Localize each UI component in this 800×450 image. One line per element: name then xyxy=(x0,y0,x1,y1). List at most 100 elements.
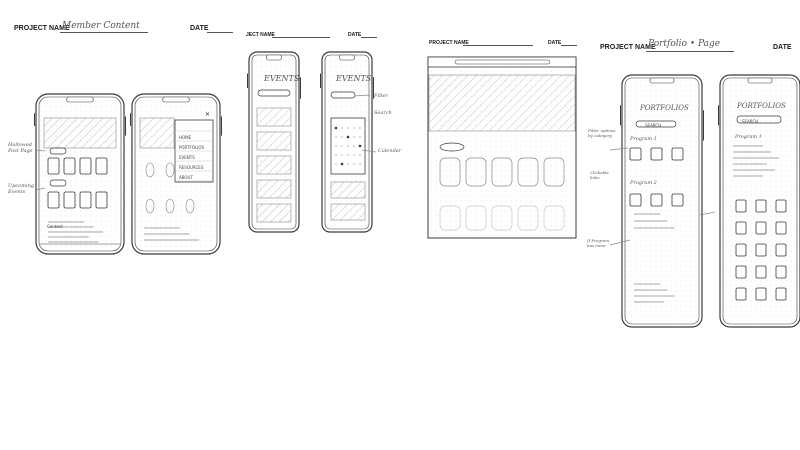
sheet3-card-faint xyxy=(543,205,565,231)
sheet3-filter-pill xyxy=(439,142,465,152)
sheet2-phone-a-search xyxy=(257,89,291,97)
sheet2-phone-b-calendar-day xyxy=(347,154,349,156)
sheet2-date-underline xyxy=(361,37,377,38)
sheet2-phone-a-event-card xyxy=(256,155,292,175)
sheet4-date-label: DATE xyxy=(773,44,792,51)
sheet4-note-filter: Filter options by category xyxy=(588,128,616,138)
sheet1-menu-item-events: EVENTS xyxy=(179,155,195,160)
sheet4-phone-a-notch xyxy=(649,77,675,84)
sheet2-phone-b-calendar-day xyxy=(359,136,361,138)
sheet4-phone-b-grid-row-tile xyxy=(735,243,747,257)
sheet4-connector xyxy=(699,211,716,216)
sheet4-phone-b-grid-row-tile xyxy=(735,199,747,213)
sheet4-note-links: Clickable links xyxy=(590,170,609,180)
sheet4-screen-title-a: PORTFOLIOS xyxy=(640,104,689,112)
sheet4-section-a: Program 1 xyxy=(630,136,657,142)
sheet2-phone-b-calendar-day xyxy=(346,135,350,139)
sheet4-section-b: Program 2 xyxy=(630,180,657,186)
sheet1-project-underline xyxy=(60,32,148,33)
sheet3-card xyxy=(517,157,539,187)
sheet1-phone-b-ghost-tile xyxy=(145,162,155,178)
sheet1-phone-a-row2-tile xyxy=(63,191,76,209)
sheet4-phone-b-grid-row-tile xyxy=(755,221,767,235)
sheet2-phone-b-calendar-day xyxy=(334,126,338,130)
sheet4-phone-a-frame xyxy=(621,74,703,328)
sheet1-project-label: PROJECT NAME xyxy=(14,25,70,32)
sheet1-phone-b-hero xyxy=(139,117,175,149)
sheet2-phone-b-calendar-day xyxy=(341,145,343,147)
sheet1-arrow-upcoming xyxy=(35,187,46,191)
sheet4-search-b: SEARCH xyxy=(742,119,759,124)
sheet1-phone-b-ghost-tile xyxy=(145,198,155,214)
sheet2-phone-b-notch xyxy=(339,54,355,61)
sheet1-phone-a-row1-tile xyxy=(63,157,76,175)
sheet2-phone-b-calendar-day xyxy=(341,127,343,129)
sheet2-phone-a-notch xyxy=(266,54,282,61)
sheet1-note-hallowed: Hallowed Post Page xyxy=(8,142,33,154)
sheet2-screen-title-b: EVENTS xyxy=(336,74,372,83)
sheet4-phone-a-program1-tile xyxy=(671,147,684,161)
sheet3-card-faint xyxy=(517,205,539,231)
sheet2-phone-b-calendar-day xyxy=(347,145,349,147)
sheet1-phone-a-row1-tile xyxy=(47,157,60,175)
sheet2-phone-b-calendar-day xyxy=(340,162,344,166)
sheet1-menu-item-about: ABOUT xyxy=(179,175,193,180)
sheet2-phone-b-calendar-day xyxy=(341,136,343,138)
sheet1-content-label: Content xyxy=(47,224,63,229)
sheet2-phone-a-event-card xyxy=(256,179,292,199)
sheet3-date-underline xyxy=(561,45,577,46)
sheet1-menu-item-home: HOME xyxy=(179,135,192,140)
sheet2-phone-b-calendar-day xyxy=(347,127,349,129)
sheet3-project-underline xyxy=(463,45,533,46)
sheet2-phone-b-frame xyxy=(321,51,373,233)
sheet4-phone-b-grid-row-tile xyxy=(735,265,747,279)
sheet2-phone-b-calendar-day xyxy=(353,154,355,156)
sheet2-project-label: JECT NAME xyxy=(246,32,275,38)
sheet1-phone-b-ghost-tile xyxy=(185,198,195,214)
sheet4-phone-b-grid-row-tile xyxy=(775,221,787,235)
sheet1-project-value: Member Content xyxy=(62,21,140,31)
sheet4-phone-b-grid-row-tile xyxy=(755,287,767,301)
sheet2-phone-b-filter xyxy=(330,91,356,99)
sheet3-card xyxy=(543,157,565,187)
sheet4-phone-a-program2-tile xyxy=(650,193,663,207)
sheet2-phone-b-calendar-day xyxy=(353,127,355,129)
sheet2-phone-a-event-card xyxy=(256,107,292,127)
sheet4-arrow-filter xyxy=(609,147,629,151)
sheet1-phone-a-row2-tile xyxy=(95,191,108,209)
sheet2-phone-b-calendar-day xyxy=(359,127,361,129)
sheet3-card xyxy=(439,157,461,187)
sheet4-note-program: If Program has more xyxy=(587,238,609,248)
sheet2-phone-b-event-card xyxy=(330,203,366,221)
sheet3-card-faint xyxy=(465,205,487,231)
sheet2-phone-a-event-card xyxy=(256,203,292,223)
sheet2-phone-a-event-card xyxy=(256,131,292,151)
sheet1-phone-b-frame xyxy=(131,93,221,255)
sheet2-screen-title-a: EVENTS xyxy=(264,74,300,83)
sheet1-phone-a-pill2 xyxy=(49,179,67,187)
sheet4-phone-a-program1-tile xyxy=(629,147,642,161)
sheet4-phone-b-grid-row-tile xyxy=(775,287,787,301)
sheet4-phone-b-grid-row-tile xyxy=(755,243,767,257)
sheet4-phone-b-grid-row-tile xyxy=(775,243,787,257)
sheet4-phone-b-grid-row-tile xyxy=(735,221,747,235)
sheet2-phone-b-calendar-day xyxy=(353,163,355,165)
sheet4-phone-b-grid-row-tile xyxy=(735,287,747,301)
sheet2-note-filter: Filter xyxy=(374,93,389,99)
sheet4-phone-b-notch xyxy=(747,77,773,84)
sheet4-phone-b-frame xyxy=(719,74,800,328)
sheet2-note-calendar: Calendar xyxy=(378,148,402,154)
sheet3-hero-image xyxy=(428,74,576,132)
sheet4-phone-b-search xyxy=(736,115,782,124)
sheet1-date-underline xyxy=(207,32,233,33)
sheet2-phone-b-calendar-day xyxy=(335,163,337,165)
sheet2-phone-b-calendar-day xyxy=(359,154,361,156)
sheet1-phone-b-close-icon: ✕ xyxy=(205,111,210,118)
sheet4-arrow-program xyxy=(609,239,631,246)
sheet3-date-label: DATE xyxy=(548,40,562,46)
sheet3-card xyxy=(491,157,513,187)
sheet1-phone-a-pill xyxy=(49,147,67,155)
sheet1-phone-a-row2-tile xyxy=(47,191,60,209)
sheet3-browser-toolbar xyxy=(427,56,577,68)
